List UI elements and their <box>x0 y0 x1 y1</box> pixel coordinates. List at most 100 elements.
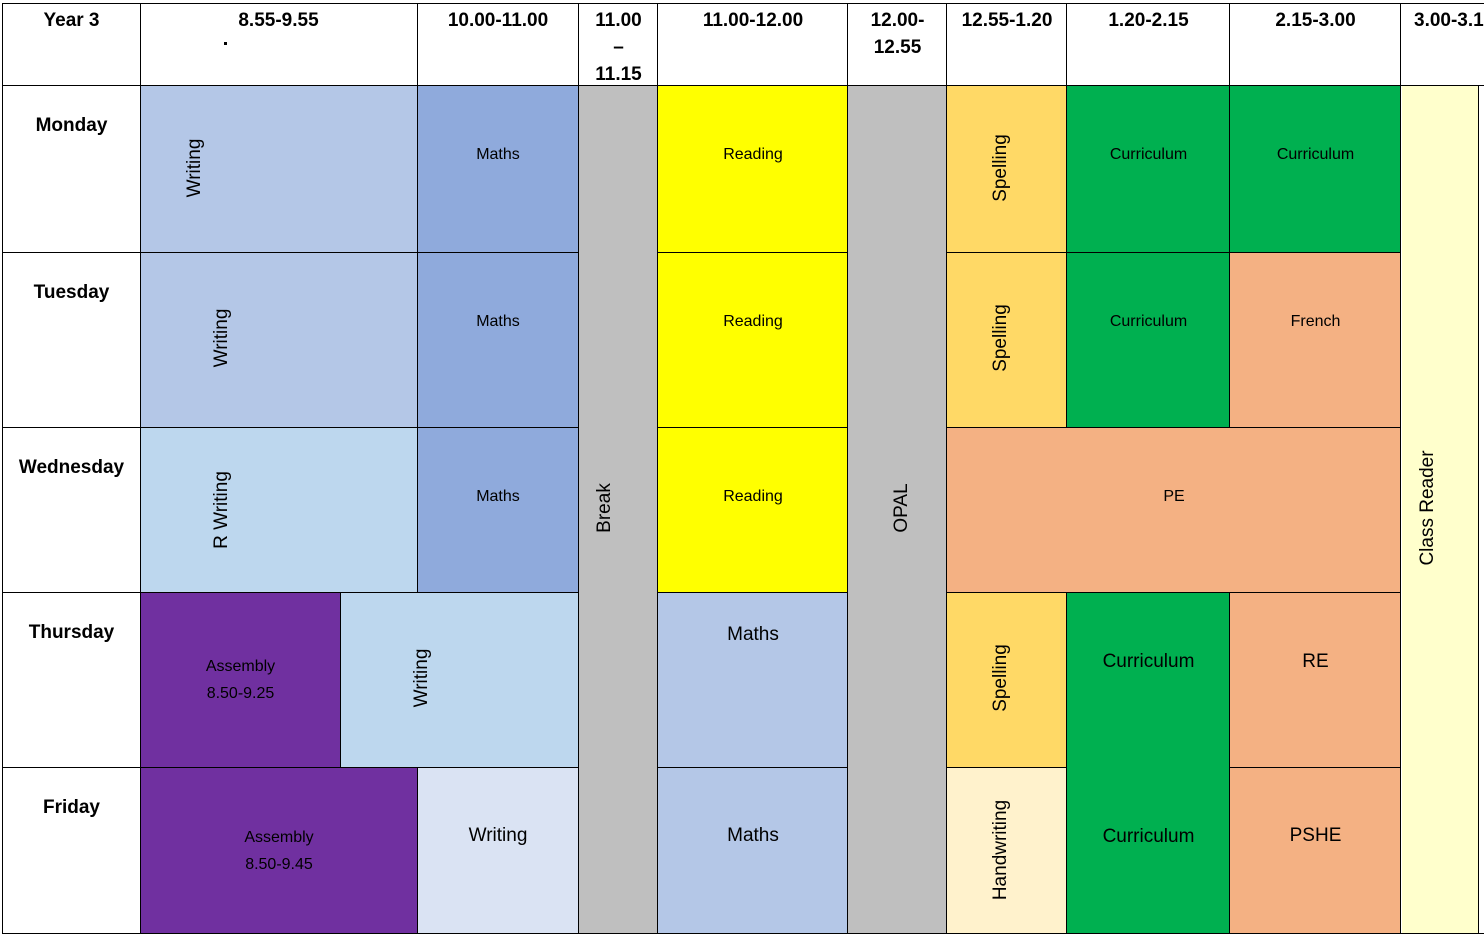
lesson-label: PSHE <box>1289 825 1342 846</box>
grid-line <box>2 427 579 428</box>
lesson-tuesday-reading: Reading <box>658 253 848 389</box>
break-column: Break <box>579 86 658 933</box>
grid-line <box>140 3 141 934</box>
grid-line <box>658 767 848 768</box>
year-label: Year 3 <box>43 10 100 31</box>
lesson-thursday-writing: Writing <box>340 593 579 767</box>
lesson-tuesday-curriculum-fill <box>1067 389 1230 427</box>
lesson-monday-curriculum-1-fill <box>1067 222 1230 252</box>
lesson-label: Curriculum <box>1102 651 1195 672</box>
grid-line <box>417 3 418 593</box>
grid-line <box>2 3 1484 4</box>
grid-line <box>1229 592 1230 934</box>
lesson-label: Spelling <box>990 134 1011 202</box>
lesson-label: Writing <box>468 825 528 846</box>
lesson-tuesday-maths: Maths <box>417 253 579 389</box>
lesson-tuesday-maths-fill <box>417 389 579 427</box>
grid-line <box>946 3 947 934</box>
lesson-label: Spelling <box>990 644 1011 712</box>
grid-line <box>2 933 1484 934</box>
lesson-friday-handwriting: Handwriting <box>947 768 1067 933</box>
lesson-friday-maths: Maths <box>658 768 848 933</box>
lesson-tuesday-reading-fill <box>658 389 848 427</box>
lesson-monday-curriculum-2: Curriculum <box>1230 86 1401 222</box>
grid-line <box>1229 3 1230 428</box>
lesson-label: Writing <box>411 648 432 708</box>
header-period-lunch: 12.00- 12.55 <box>870 10 925 58</box>
header-period-2: 10.00-11.00 <box>447 10 549 31</box>
lesson-tuesday-french-fill <box>1230 389 1401 427</box>
lesson-label: Maths <box>727 624 779 645</box>
lesson-friday-pshe: PSHE <box>1230 768 1401 933</box>
grid-line <box>947 767 1067 768</box>
lesson-monday-writing: Writing <box>141 86 417 252</box>
lesson-monday-curriculum-2-fill <box>1230 222 1401 252</box>
lesson-label: OPAL <box>891 483 912 533</box>
lesson-wednesday-reading: Reading <box>658 428 848 564</box>
lesson-label: Handwriting <box>990 799 1011 901</box>
lesson-thursday-assembly: Assembly 8.50-9.25 <box>141 593 340 767</box>
lesson-friday-writing: Writing <box>417 768 579 933</box>
stray-dot <box>224 42 227 45</box>
lesson-monday-maths-fill <box>417 222 579 252</box>
grid-line <box>1066 592 1067 934</box>
grid-line <box>2 252 579 253</box>
grid-line <box>947 592 1401 593</box>
grid-line <box>2 592 579 593</box>
grid-line <box>658 252 848 253</box>
lesson-monday-reading: Reading <box>658 86 848 222</box>
lesson-label: Maths <box>727 825 779 846</box>
day-label-tuesday: Tuesday <box>33 282 110 303</box>
day-label-thursday: Thursday <box>28 622 115 643</box>
lesson-label: Writing <box>211 308 232 368</box>
header-period-4: 12.55-1.20 <box>961 10 1053 31</box>
grid-line <box>1400 3 1401 934</box>
lesson-monday-curriculum-1: Curriculum <box>1067 86 1230 222</box>
header-period-6: 2.15-3.00 <box>1275 10 1356 31</box>
header-period-7: 3.00-3.1 <box>1414 10 1484 31</box>
lesson-label: RE <box>1302 651 1329 672</box>
lesson-label: Spelling <box>990 304 1011 372</box>
grid-line <box>1230 767 1401 768</box>
class-reader-column: Class Reader <box>1402 86 1478 933</box>
grid-line <box>2 3 3 934</box>
grid-line <box>658 592 848 593</box>
lesson-thursday-spelling: Spelling <box>947 593 1067 767</box>
lesson-thursday-re: RE <box>1230 593 1401 767</box>
grid-line <box>947 427 1401 428</box>
lesson-thursday-friday-curriculum-block: Curriculum Curriculum <box>1067 593 1230 933</box>
lesson-label: Break <box>594 483 615 533</box>
header-period-1: 8.55-9.55 <box>238 10 319 31</box>
grid-line <box>657 3 658 934</box>
lesson-thursday-maths: Maths <box>658 593 848 767</box>
opal-column: OPAL <box>848 86 947 933</box>
grid-line <box>578 3 579 934</box>
day-label-monday: Monday <box>35 115 108 136</box>
lesson-wednesday-maths: Maths <box>417 428 579 564</box>
lesson-tuesday-french: French <box>1230 253 1401 389</box>
lesson-monday-spelling: Spelling <box>947 86 1067 252</box>
lesson-wednesday-pe: PE <box>947 428 1401 564</box>
lesson-tuesday-curriculum: Curriculum <box>1067 253 1230 389</box>
day-label-wednesday: Wednesday <box>18 457 125 478</box>
lesson-friday-assembly: Assembly 8.50-9.45 <box>141 768 417 933</box>
lesson-monday-reading-fill <box>658 222 848 252</box>
lesson-tuesday-spelling: Spelling <box>947 253 1067 427</box>
grid-line <box>947 252 1401 253</box>
lesson-wednesday-pe-fill <box>947 564 1401 592</box>
header-period-break: 11.00 – 11.15 <box>595 10 642 85</box>
grid-line <box>2 85 1484 86</box>
day-label-friday: Friday <box>42 797 101 818</box>
grid-line <box>1478 86 1479 934</box>
header-period-3: 11.00-12.00 <box>702 10 804 31</box>
lesson-label: Class Reader <box>1417 450 1438 566</box>
lesson-label: Writing <box>184 138 205 198</box>
lesson-wednesday-r-writing: R Writing <box>141 428 417 592</box>
grid-line <box>847 3 848 934</box>
lesson-label: Curriculum <box>1102 826 1195 847</box>
lesson-monday-maths: Maths <box>417 86 579 222</box>
lesson-wednesday-maths-fill <box>417 564 579 592</box>
grid-line <box>340 592 341 768</box>
grid-line <box>417 767 418 934</box>
grid-line <box>1066 3 1067 428</box>
